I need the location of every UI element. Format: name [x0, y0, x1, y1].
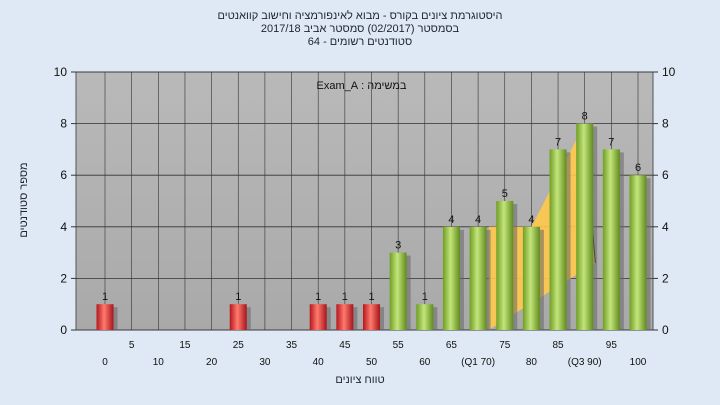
y-tick-label-left-0: 0: [60, 323, 67, 337]
y-tick-label-left-4: 8: [60, 117, 67, 131]
bar-3: [336, 304, 354, 330]
chart-subtitle: בסמסטר (02/2017) סמסטר אביב 2017/18: [260, 23, 460, 35]
y-axis-title: מספר סטודנטים: [18, 162, 30, 238]
bar-value-label-0: 1: [102, 291, 108, 303]
bar-value-label-1: 1: [235, 291, 241, 303]
bar-6: [416, 304, 434, 330]
x-tick-label-lower-10: 100: [630, 357, 647, 368]
y-tick-label-right-3: 6: [662, 168, 669, 182]
y-tick-label-right-2: 4: [662, 220, 669, 234]
x-tick-label-upper-2: 25: [233, 340, 245, 351]
chart-subtitle-2: סטודנטים רשומים - 64: [307, 36, 413, 48]
x-tick-label-lower-7: (Q1 70): [461, 357, 495, 368]
x-tick-label-lower-9: (Q3 90): [568, 357, 602, 368]
bar-value-label-5: 3: [395, 240, 401, 252]
x-tick-label-lower-6: 60: [419, 357, 431, 368]
y-tick-label-left-5: 10: [54, 65, 68, 79]
y-tick-label-right-0: 0: [662, 323, 669, 337]
x-tick-label-upper-9: 95: [606, 340, 618, 351]
x-tick-label-lower-5: 50: [366, 357, 378, 368]
bar-8: [469, 226, 487, 330]
x-tick-label-lower-2: 20: [206, 357, 218, 368]
y-tick-label-right-4: 8: [662, 117, 669, 131]
bar-7: [442, 226, 460, 330]
bar-9: [496, 201, 514, 330]
x-tick-label-lower-3: 30: [259, 357, 271, 368]
x-tick-label-lower-4: 40: [313, 357, 325, 368]
x-axis-title: טווח ציונים: [335, 374, 385, 386]
bar-value-label-11: 7: [555, 136, 561, 148]
bar-value-label-4: 1: [368, 291, 374, 303]
bar-12: [576, 123, 594, 330]
chart-title: היסטוגרמת ציונים בקורס - מבוא לאינפורמצי…: [217, 10, 503, 22]
bar-1: [229, 304, 247, 330]
y-tick-label-left-2: 4: [60, 220, 67, 234]
x-tick-label-upper-1: 15: [179, 340, 191, 351]
x-tick-label-upper-5: 55: [393, 340, 405, 351]
x-tick-label-upper-0: 5: [129, 340, 135, 351]
bar-value-label-9: 5: [502, 188, 508, 200]
bar-value-label-8: 4: [475, 214, 481, 226]
bar-11: [549, 149, 567, 330]
bar-14: [629, 175, 647, 330]
bar-value-label-7: 4: [448, 214, 454, 226]
bar-value-label-3: 1: [342, 291, 348, 303]
y-tick-label-left-1: 2: [60, 271, 67, 285]
bar-0: [96, 304, 114, 330]
bar-value-label-14: 6: [635, 162, 641, 174]
bar-2: [309, 304, 327, 330]
bar-value-label-13: 7: [608, 136, 614, 148]
x-tick-label-upper-7: 75: [499, 340, 511, 351]
x-tick-label-lower-0: 0: [102, 357, 108, 368]
x-tick-label-upper-4: 45: [339, 340, 351, 351]
x-tick-label-upper-3: 35: [286, 340, 298, 351]
bar-4: [363, 304, 380, 330]
x-tick-label-upper-6: 65: [446, 340, 458, 351]
bar-value-label-12: 8: [582, 111, 588, 123]
bar-value-label-10: 4: [528, 214, 534, 226]
x-tick-label-upper-8: 85: [552, 340, 564, 351]
chart-titles: היסטוגרמת ציונים בקורס - מבוא לאינפורמצי…: [0, 10, 720, 49]
bar-value-label-6: 1: [422, 291, 428, 303]
bar-value-label-2: 1: [315, 291, 321, 303]
y-tick-label-left-3: 6: [60, 168, 67, 182]
x-tick-label-lower-8: 80: [526, 357, 538, 368]
y-tick-label-right-5: 10: [662, 65, 676, 79]
exam-annotation: במשימה : Exam_A: [317, 80, 407, 92]
bar-10: [522, 226, 540, 330]
x-tick-label-lower-1: 10: [153, 357, 165, 368]
bar-5: [389, 252, 407, 330]
bar-13: [602, 149, 620, 330]
y-tick-label-right-1: 2: [662, 271, 669, 285]
